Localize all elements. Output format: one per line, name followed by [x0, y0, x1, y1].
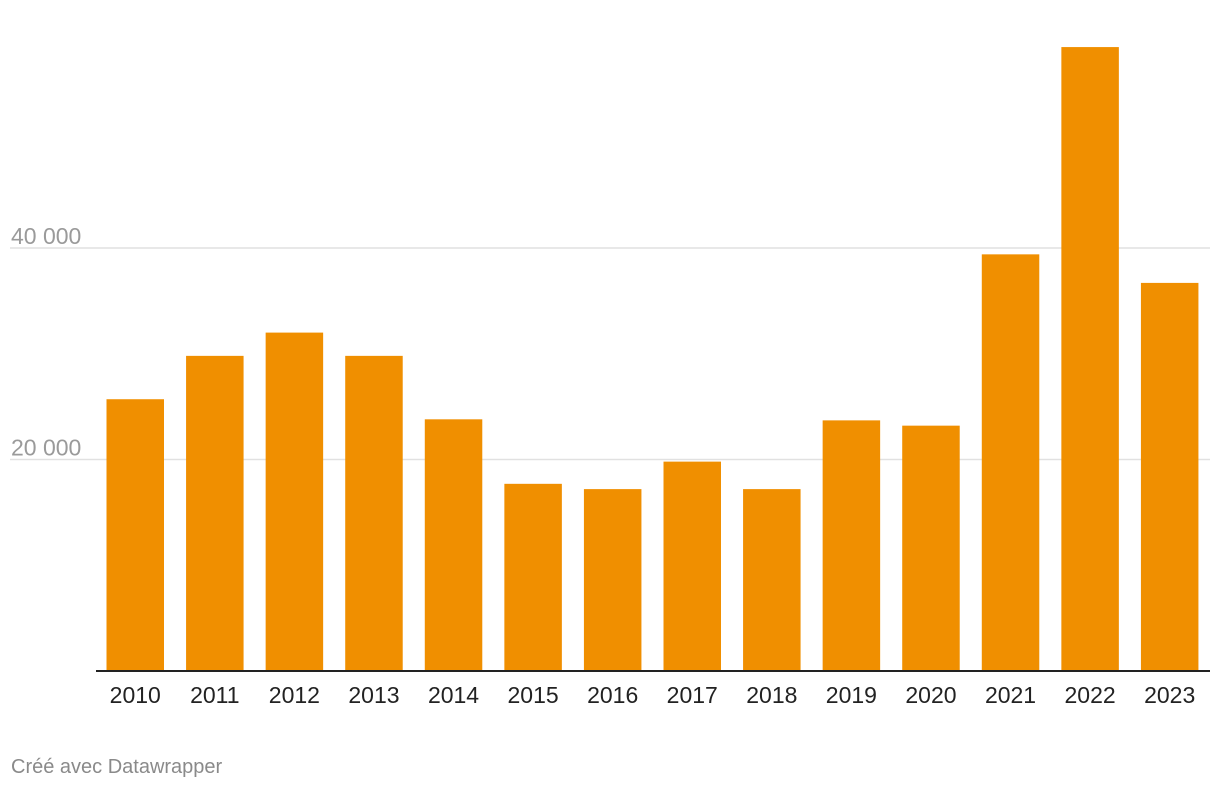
x-tick-label-2019: 2019 — [826, 682, 877, 708]
bar-2015[interactable] — [504, 483, 562, 671]
bar-2012[interactable] — [265, 332, 324, 671]
bar-2021[interactable] — [981, 254, 1040, 671]
x-tick-label-2018: 2018 — [746, 682, 797, 708]
footer-credit: Créé avec Datawrapper — [11, 756, 223, 778]
bar-2013[interactable] — [345, 355, 403, 671]
y-tick-label: 40 000 — [11, 223, 81, 249]
bar-2017[interactable] — [663, 461, 722, 671]
x-tick-label-2010: 2010 — [110, 682, 161, 708]
x-tick-label-2014: 2014 — [428, 682, 479, 708]
x-tick-label-2016: 2016 — [587, 682, 638, 708]
bar-2018[interactable] — [743, 489, 801, 671]
x-tick-label-2021: 2021 — [985, 682, 1036, 708]
x-tick-label-2015: 2015 — [508, 682, 559, 708]
x-tick-label-2012: 2012 — [269, 682, 320, 708]
bar-2023[interactable] — [1140, 282, 1199, 671]
bar-2010[interactable] — [106, 399, 165, 671]
bar-2014[interactable] — [424, 419, 483, 671]
y-tick-label: 20 000 — [11, 435, 81, 461]
bar-2022[interactable] — [1061, 47, 1119, 671]
x-tick-label-2013: 2013 — [348, 682, 399, 708]
x-tick-label-2011: 2011 — [190, 682, 239, 708]
x-tick-label-2017: 2017 — [667, 682, 718, 708]
x-tick-label-2022: 2022 — [1065, 682, 1116, 708]
axis-layer: 2010 2011 2012 2013 2014 2015 2016 2017 2018 2019… — [96, 670, 1210, 708]
bar-2011[interactable] — [186, 355, 244, 671]
bar-2016[interactable] — [583, 489, 642, 671]
bar-2020[interactable] — [902, 425, 960, 671]
bar-2019[interactable] — [822, 420, 881, 671]
bar-layer — [106, 47, 1199, 671]
x-tick-label-2020: 2020 — [905, 682, 956, 708]
x-tick-label-2023: 2023 — [1144, 682, 1195, 708]
